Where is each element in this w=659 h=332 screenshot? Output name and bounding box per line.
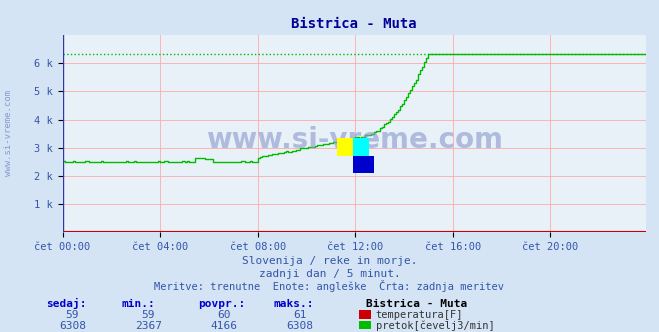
- Bar: [337, 138, 355, 156]
- Text: 6308: 6308: [59, 321, 86, 331]
- Bar: [353, 138, 370, 156]
- Text: zadnji dan / 5 minut.: zadnji dan / 5 minut.: [258, 269, 401, 279]
- Text: 2367: 2367: [135, 321, 161, 331]
- Text: www.si-vreme.com: www.si-vreme.com: [4, 90, 13, 176]
- Bar: [353, 156, 374, 173]
- Text: 59: 59: [142, 310, 155, 320]
- Title: Bistrica - Muta: Bistrica - Muta: [291, 17, 417, 31]
- Text: 6308: 6308: [287, 321, 313, 331]
- Text: pretok[čevelj3/min]: pretok[čevelj3/min]: [376, 320, 494, 331]
- Text: Slovenija / reke in morje.: Slovenija / reke in morje.: [242, 256, 417, 266]
- Text: temperatura[F]: temperatura[F]: [376, 310, 463, 320]
- Text: min.:: min.:: [122, 299, 156, 309]
- Text: Bistrica - Muta: Bistrica - Muta: [366, 299, 467, 309]
- Text: 61: 61: [293, 310, 306, 320]
- Text: sedaj:: sedaj:: [46, 298, 86, 309]
- Text: maks.:: maks.:: [273, 299, 314, 309]
- Text: 60: 60: [217, 310, 231, 320]
- Text: Meritve: trenutne  Enote: angleške  Črta: zadnja meritev: Meritve: trenutne Enote: angleške Črta: …: [154, 281, 505, 292]
- Text: 4166: 4166: [211, 321, 237, 331]
- Text: povpr.:: povpr.:: [198, 299, 245, 309]
- Text: 59: 59: [66, 310, 79, 320]
- Text: www.si-vreme.com: www.si-vreme.com: [206, 125, 503, 154]
